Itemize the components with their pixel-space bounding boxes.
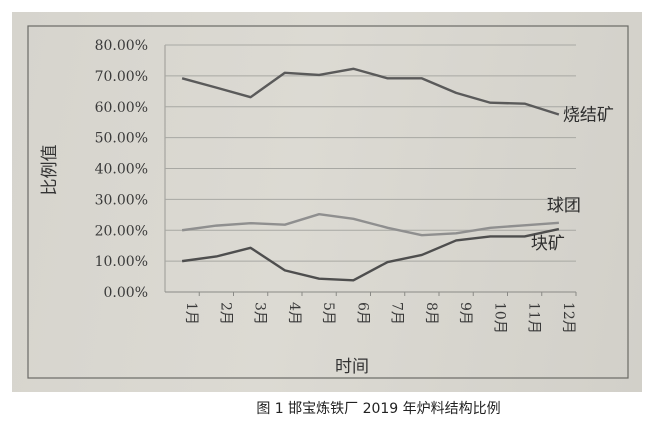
x-tick-label: 4月 <box>286 302 302 325</box>
y-tick-label: 10.00% <box>95 254 148 270</box>
y-tick-label: 0.00% <box>104 285 148 301</box>
y-tick-label: 80.00% <box>95 38 148 54</box>
y-axis-label: 比例值 <box>40 145 60 196</box>
x-tick-label: 9月 <box>457 302 473 325</box>
y-tick-label: 40.00% <box>95 162 148 178</box>
y-tick-label: 70.00% <box>95 69 148 85</box>
x-tick-label: 11月 <box>526 302 542 334</box>
y-tick-label: 30.00% <box>95 192 148 208</box>
x-tick-label: 8月 <box>423 302 439 325</box>
y-tick-label: 50.00% <box>95 131 148 147</box>
figure-caption: 图 1 邯宝炼铁厂 2019 年炉料结构比例 <box>256 401 501 417</box>
y-tick-label: 20.00% <box>95 223 148 239</box>
x-tick-label: 1月 <box>183 302 199 325</box>
x-tick-label: 12月 <box>560 302 576 334</box>
series-line-1 <box>181 212 559 237</box>
x-tick-label: 6月 <box>354 302 370 325</box>
series-label: 烧结矿 <box>563 105 614 125</box>
x-tick-label: 10月 <box>491 302 507 334</box>
x-tick-label: 7月 <box>389 302 405 325</box>
series-line-2 <box>181 227 560 282</box>
x-axis-label: 时间 <box>335 357 369 377</box>
series-line-0 <box>181 67 560 116</box>
x-tick-label: 3月 <box>252 302 268 325</box>
x-tick-label: 2月 <box>217 302 233 325</box>
series-label: 块矿 <box>531 234 565 254</box>
chart-frame <box>27 25 629 379</box>
x-tick-label: 5月 <box>320 302 336 325</box>
y-tick-label: 60.00% <box>95 100 148 116</box>
series-label: 球团 <box>547 196 581 216</box>
chart-photo <box>12 12 642 392</box>
